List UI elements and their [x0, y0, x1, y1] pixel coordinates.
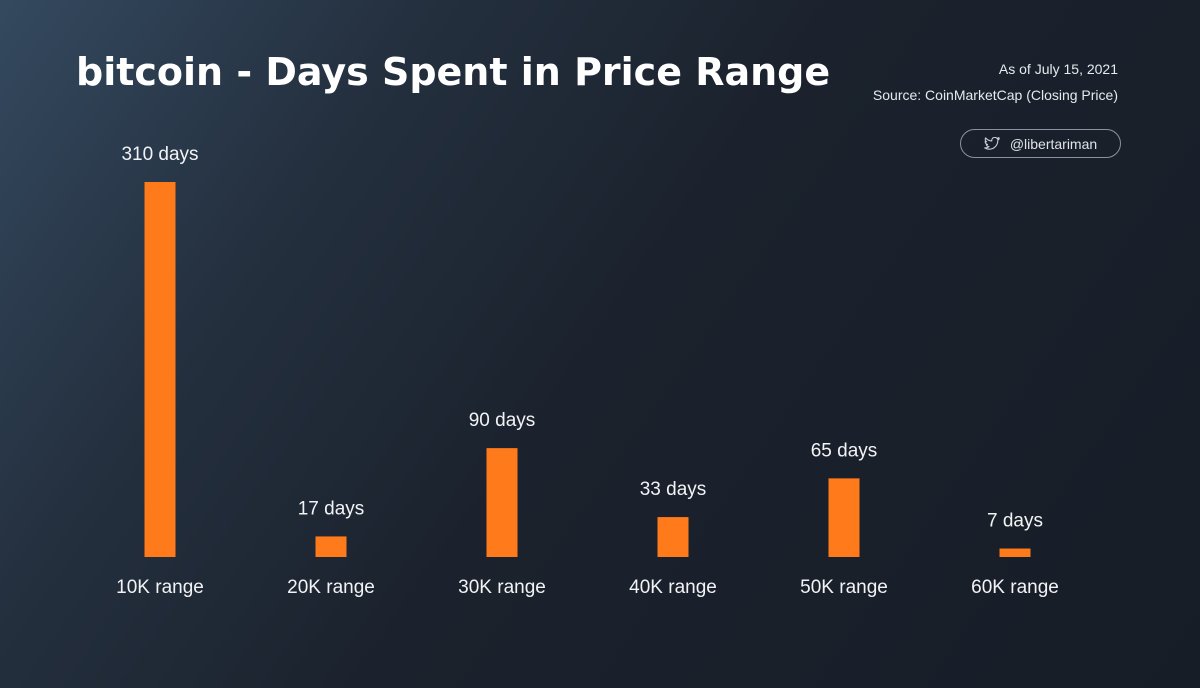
source-note: Source: CoinMarketCap (Closing Price): [872, 87, 1118, 103]
as-of-date: As of July 15, 2021: [998, 61, 1118, 77]
twitter-handle-badge[interactable]: @libertariman: [960, 129, 1121, 158]
category-label: 10K range: [116, 577, 204, 598]
category-label: 40K range: [629, 577, 717, 598]
data-label: 33 days: [640, 479, 707, 500]
category-label: 60K range: [971, 577, 1059, 598]
bar-40k-range: [657, 517, 689, 557]
category-label: 50K range: [800, 577, 888, 598]
chart-meta: As of July 15, 2021 Source: CoinMarketCa…: [873, 56, 1118, 108]
category-label: 30K range: [458, 577, 546, 598]
bar-20k-range: [315, 536, 347, 557]
bar-30k-range: [486, 448, 518, 557]
twitter-bird-icon: [983, 136, 1000, 151]
chart-title: bitcoin - Days Spent in Price Range: [76, 50, 831, 94]
data-label: 90 days: [469, 410, 536, 431]
bar-60k-range: [999, 548, 1031, 557]
data-label: 17 days: [298, 498, 365, 519]
data-label: 7 days: [987, 511, 1043, 532]
data-label: 310 days: [121, 144, 198, 165]
category-label: 20K range: [287, 577, 375, 598]
twitter-handle-text: @libertariman: [1009, 135, 1098, 152]
data-label: 65 days: [811, 440, 878, 461]
bar-50k-range: [828, 478, 860, 557]
bar-10k-range: [144, 182, 176, 557]
